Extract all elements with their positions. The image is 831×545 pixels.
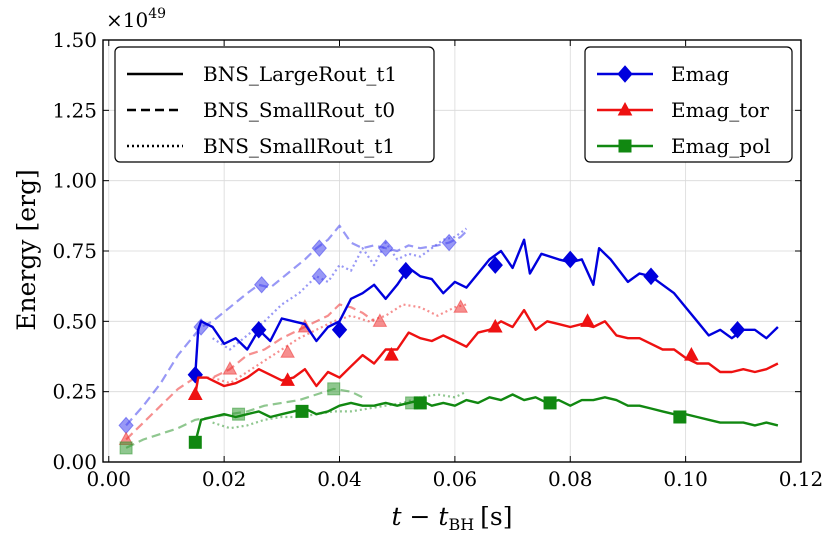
- y-tick-label: 1.25: [52, 98, 97, 122]
- data-marker: [188, 435, 202, 449]
- series-line: [212, 303, 467, 385]
- axis-ticks: 0.00 0.02 0.04 0.06 0.08 0.10 0.12 0.00 0.25 0.50…: [52, 28, 823, 491]
- data-marker: [729, 321, 746, 339]
- y-tick-label: 0.00: [52, 450, 97, 474]
- legend-quantity-marker: [617, 65, 633, 83]
- data-marker: [384, 347, 399, 361]
- legend-runs: BNS_LargeRout_t1 BNS_SmallRout_t0 BNS_Smal…: [114, 46, 435, 163]
- x-tick-label: 0.04: [317, 467, 362, 491]
- legend-run-label: BNS_SmallRout_t1: [203, 134, 395, 158]
- data-marker: [684, 347, 699, 361]
- data-marker: [580, 313, 595, 327]
- data-marker: [487, 318, 503, 333]
- y-tick-label: 1.00: [52, 169, 97, 193]
- data-marker: [253, 276, 270, 294]
- legend-quantity-marker: [617, 101, 633, 116]
- series-line: [212, 390, 467, 430]
- x-tick-label: 0.12: [779, 467, 824, 491]
- data-marker: [327, 382, 341, 396]
- x-tick-label: 0.08: [548, 467, 593, 491]
- legend-quantities: Emag Emag_tor Emag_pol: [584, 46, 793, 163]
- series-line: [194, 238, 779, 375]
- data-marker: [331, 321, 348, 339]
- data-marker: [280, 344, 295, 358]
- series-line: [125, 303, 375, 441]
- legend-quantity-label: Emag_tor: [671, 98, 769, 122]
- data-marker: [311, 239, 327, 257]
- x-axis-label-unit: [s]: [480, 502, 512, 531]
- y-multiplier-exp: 49: [148, 6, 166, 22]
- data-marker: [562, 250, 578, 269]
- series-emag-pol-bns-smallrout-t0: [119, 382, 364, 455]
- legend-quantity-marker: [618, 139, 632, 153]
- y-tick-label: 0.75: [52, 239, 97, 263]
- data-marker: [222, 361, 238, 375]
- x-axis-label: t − tBH [s]: [392, 502, 513, 534]
- legend-quantity-label: Emag_pol: [671, 134, 771, 158]
- data-marker: [119, 441, 133, 455]
- data-marker: [377, 239, 394, 257]
- y-tick-label: 1.50: [52, 28, 97, 52]
- legend-run-label: BNS_SmallRout_t0: [203, 98, 395, 122]
- series-line: [194, 393, 779, 443]
- y-axis-label: Energy [erg]: [12, 169, 41, 330]
- data-marker: [413, 396, 427, 410]
- legend-run-label: BNS_LargeRout_t1: [203, 62, 397, 86]
- y-tick-label: 0.50: [52, 309, 97, 333]
- x-tick-label: 0.02: [202, 467, 247, 491]
- data-marker: [453, 299, 468, 313]
- y-tick-label: 0.25: [52, 380, 97, 404]
- plot-frame: [102, 39, 802, 463]
- series-emag-bns-largerout-t1: [187, 238, 779, 384]
- series-emag-tor-bns-smallrout-t1: [212, 299, 468, 385]
- series-layer: [118, 224, 779, 455]
- x-tick-label: 0.10: [663, 467, 708, 491]
- data-marker: [643, 267, 659, 286]
- data-marker: [295, 404, 309, 418]
- y-multiplier: ×1049: [106, 6, 166, 32]
- x-tick-label: 0.00: [87, 467, 132, 491]
- data-marker: [372, 313, 388, 327]
- data-marker: [673, 410, 687, 424]
- data-marker: [543, 396, 557, 410]
- x-axis-label-sub: BH: [448, 515, 474, 534]
- x-axis-label-main: t − t: [392, 502, 450, 531]
- data-marker: [251, 321, 267, 339]
- y-multiplier-base: ×10: [106, 8, 148, 32]
- legend-runs-box: [114, 46, 435, 163]
- data-marker: [487, 256, 503, 274]
- legend-quantities-box: [584, 46, 793, 163]
- series-emag-tor-bns-largerout-t1: [187, 308, 779, 400]
- x-tick-label: 0.06: [433, 467, 478, 491]
- legend-quantity-label: Emag: [671, 62, 729, 86]
- series-emag-pol-bns-largerout-t1: [188, 393, 779, 449]
- data-marker: [441, 233, 457, 252]
- data-marker: [398, 261, 414, 280]
- series-emag-bns-smallrout-t1: [211, 227, 468, 351]
- data-marker: [311, 267, 327, 286]
- data-marker: [187, 386, 203, 400]
- data-marker: [280, 372, 295, 386]
